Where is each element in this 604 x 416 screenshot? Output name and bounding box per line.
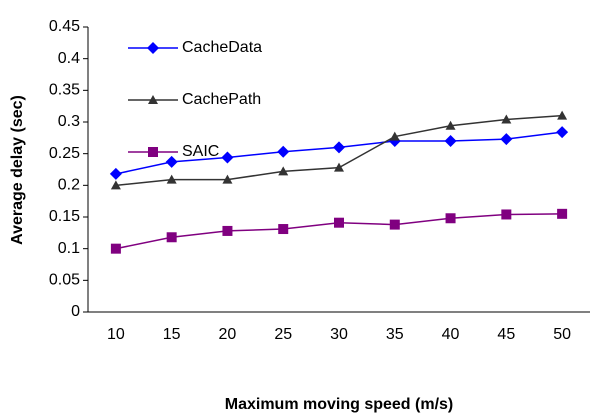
marker	[389, 219, 400, 230]
marker	[221, 151, 234, 164]
marker	[444, 135, 457, 147]
marker	[501, 209, 512, 220]
y-tick-label: 0.15	[49, 208, 80, 225]
marker	[557, 208, 568, 219]
x-tick-label: 15	[163, 326, 181, 343]
marker	[556, 126, 569, 139]
y-axis-title: Average delay (sec)	[9, 95, 26, 245]
marker	[278, 224, 289, 235]
y-tick-label: 0.45	[49, 18, 80, 35]
marker	[277, 145, 290, 158]
x-tick-label: 35	[386, 326, 404, 343]
x-tick-label: 20	[219, 326, 237, 343]
marker	[445, 120, 456, 130]
marker	[166, 232, 177, 243]
marker	[278, 166, 289, 176]
marker	[109, 167, 122, 180]
x-tick-label: 25	[274, 326, 292, 343]
y-tick-label: 0.2	[58, 177, 80, 194]
marker	[222, 225, 233, 236]
marker	[333, 141, 345, 154]
marker	[334, 162, 344, 172]
y-tick-label: 0.05	[49, 272, 80, 289]
x-tick-label: 10	[107, 326, 125, 343]
x-tick-label: 40	[442, 326, 460, 343]
marker	[165, 155, 178, 168]
y-tick-label: 0.1	[58, 240, 80, 257]
marker	[110, 243, 121, 254]
x-tick-label: 50	[553, 326, 571, 343]
y-tick-label: 0	[71, 303, 80, 320]
marker	[110, 180, 121, 190]
marker	[445, 213, 456, 224]
y-tick-label: 0.25	[49, 145, 80, 162]
x-tick-label: 45	[497, 326, 515, 343]
legend-label: CachePath	[182, 91, 261, 108]
marker	[557, 110, 568, 120]
marker	[500, 133, 513, 146]
y-tick-label: 0.35	[49, 82, 80, 99]
marker	[222, 174, 233, 184]
legend-label: CacheData	[182, 39, 262, 56]
marker	[501, 114, 512, 124]
marker	[334, 217, 344, 228]
y-tick-label: 0.3	[58, 113, 80, 130]
legend-marker	[147, 42, 159, 54]
x-tick-label: 30	[330, 326, 348, 343]
legend-label: SAIC	[182, 143, 219, 160]
marker	[389, 131, 400, 141]
x-axis-title: Maximum moving speed (m/s)	[225, 396, 454, 413]
legend-marker	[148, 95, 158, 104]
legend-marker	[148, 147, 158, 157]
marker	[166, 174, 177, 184]
y-tick-label: 0.4	[58, 50, 80, 67]
